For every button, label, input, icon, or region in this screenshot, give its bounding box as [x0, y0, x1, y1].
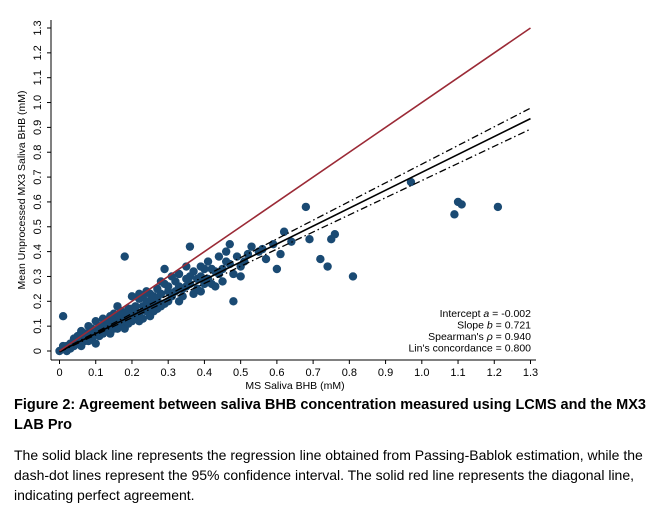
data-point: [261, 254, 271, 264]
data-point: [91, 339, 100, 348]
data-point: [185, 272, 195, 281]
data-point: [77, 341, 86, 351]
data-point: [229, 269, 238, 279]
figure-caption-body: The solid black line represents the regr…: [14, 447, 643, 503]
data-point: [174, 297, 184, 306]
y-tick-label: 0.9: [32, 120, 44, 135]
x-tick-label: 0.8: [342, 367, 357, 379]
x-tick-label: 0.1: [88, 367, 103, 379]
data-point: [196, 262, 205, 271]
data-point: [163, 282, 173, 291]
x-tick-label: 0.2: [124, 367, 139, 379]
data-point: [160, 264, 169, 274]
data-point: [135, 289, 144, 299]
data-point: [229, 297, 238, 306]
data-point: [406, 177, 416, 187]
data-point: [493, 202, 503, 212]
data-point: [182, 262, 191, 271]
y-tick-label: 1.3: [32, 20, 44, 35]
x-tick-label: 1.3: [523, 367, 538, 379]
data-point: [457, 200, 466, 209]
y-tick-label: 0.1: [32, 319, 44, 334]
data-point: [323, 262, 332, 271]
data-point: [279, 227, 289, 236]
data-point: [301, 202, 311, 212]
data-point: [247, 242, 256, 251]
y-axis-title: Mean Unprocessed MX3 Saliva BHB (mM): [16, 91, 28, 290]
data-point: [192, 284, 202, 294]
data-point: [58, 312, 68, 321]
data-point: [221, 247, 231, 256]
x-tick-label: 0.6: [269, 367, 284, 379]
y-tick-label: 0.7: [32, 169, 44, 184]
y-tick-label: 1.0: [32, 95, 44, 110]
x-ticks: 0 0.1 0.2 0.3 0.4 0.5 0.6 0.7 0.8 0.9 1.0 1.1 1.2 1.3: [56, 360, 538, 379]
x-axis-title: MS Saliva BHB (mM): [245, 380, 344, 392]
x-tick-label: 1.0: [414, 367, 429, 379]
data-point: [203, 257, 213, 266]
data-point: [276, 249, 285, 259]
stat-line: Spearman's ρ = 0.940: [428, 331, 531, 343]
data-point: [185, 242, 195, 251]
identity-line: [59, 27, 531, 352]
data-point: [120, 252, 129, 261]
data-point: [127, 292, 137, 301]
x-tick-label: 0.4: [197, 367, 212, 379]
data-point: [138, 314, 148, 323]
data-point: [225, 239, 234, 249]
data-point: [232, 252, 242, 261]
data-point: [316, 254, 325, 264]
data-point: [305, 234, 314, 244]
y-tick-label: 1.1: [32, 70, 44, 85]
y-tick-label: 0.3: [32, 269, 44, 284]
x-tick-label: 1.1: [450, 367, 465, 379]
y-tick-label: 0.2: [32, 294, 44, 309]
figure-caption-title: Figure 2: Agreement between saliva BHB c…: [14, 397, 646, 433]
y-tick-label: 0.8: [32, 145, 44, 160]
data-point: [153, 284, 162, 294]
y-tick-label: 0.6: [32, 194, 44, 209]
stat-line: Lin's concordance = 0.800: [408, 343, 531, 355]
x-tick-label: 1.2: [487, 367, 502, 379]
regression-line: [59, 117, 531, 353]
data-point: [84, 321, 93, 331]
data-point: [113, 302, 122, 311]
data-point: [214, 252, 224, 261]
data-point: [218, 277, 227, 286]
data-point: [207, 279, 216, 289]
y-tick-label: 1.2: [32, 45, 44, 60]
x-tick-label: 0: [56, 367, 62, 379]
x-tick-label: 0.9: [378, 367, 393, 379]
data-point: [174, 269, 184, 279]
y-tick-label: 0.5: [32, 219, 44, 234]
data-point: [149, 292, 158, 301]
data-point: [98, 314, 108, 323]
x-tick-label: 0.5: [233, 367, 248, 379]
data-point: [450, 210, 459, 219]
data-point: [124, 319, 133, 328]
data-point: [145, 312, 155, 321]
points-layer: [55, 177, 503, 356]
data-point: [167, 272, 177, 281]
lines-layer: [59, 27, 531, 353]
y-ticks: 0 0.1 0.2 0.3 0.4 0.5 0.6 0.7 0.8 0.9 1.0 1.1 1.2 1.3: [32, 20, 51, 354]
data-point: [91, 316, 100, 326]
data-point: [330, 230, 340, 239]
x-tick-label: 0.3: [161, 367, 176, 379]
y-tick-label: 0.4: [32, 244, 44, 259]
y-tick-label: 0: [32, 348, 44, 354]
stat-line: Slope b = 0.721: [457, 320, 531, 332]
data-point: [243, 249, 253, 259]
data-point: [196, 272, 205, 281]
stat-line: Intercept a = -0.002: [440, 308, 532, 320]
data-point: [236, 272, 245, 281]
data-point: [348, 272, 358, 281]
ci-line: [59, 107, 531, 352]
x-tick-label: 0.7: [305, 367, 320, 379]
data-point: [272, 264, 282, 274]
scatter-chart: 0 0.1 0.2 0.3 0.4 0.5 0.6 0.7 0.8 0.9 1.0 1.1 1.2 1.3…: [16, 20, 538, 392]
